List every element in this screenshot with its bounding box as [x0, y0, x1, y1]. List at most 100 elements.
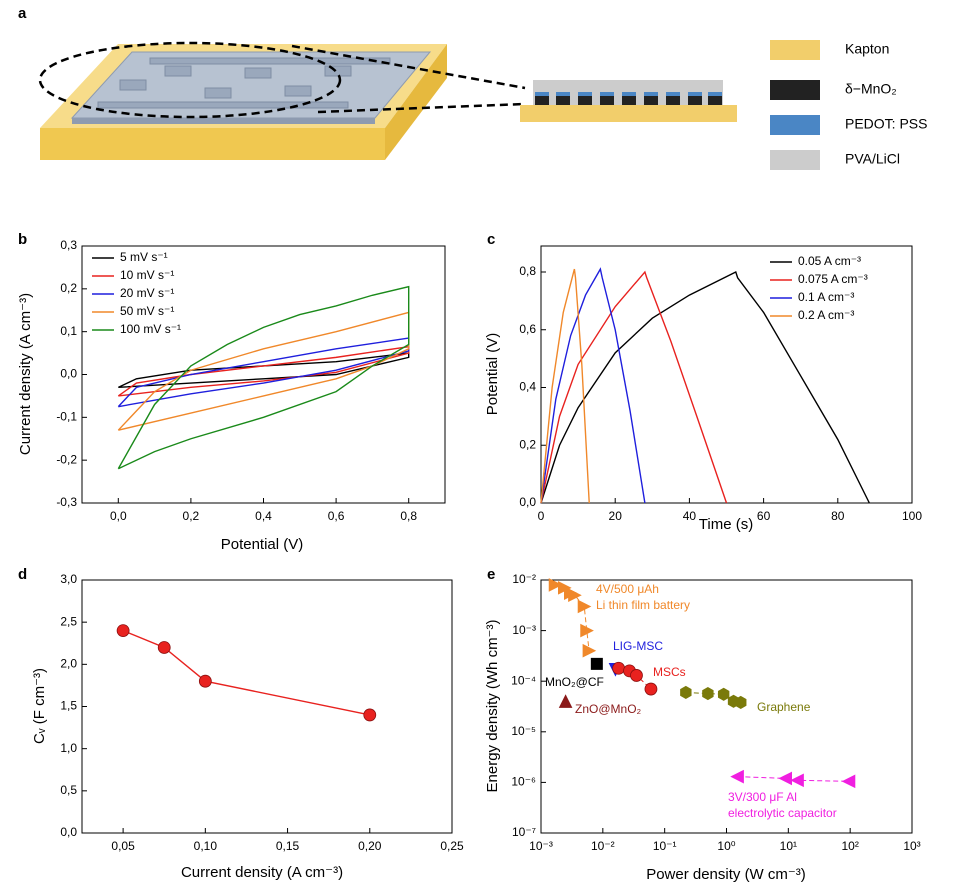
marker	[790, 773, 804, 788]
plot-frame	[540, 579, 913, 834]
series-line	[540, 270, 728, 504]
electrode-edge	[72, 118, 375, 124]
y-axis-title: Energy density (Wh cm⁻³)	[484, 620, 501, 793]
substrate-side	[385, 44, 447, 160]
y-tick-label: 10⁻⁴	[511, 673, 536, 687]
point-label: electrolytic capacitor	[728, 806, 837, 820]
legend-swatch	[770, 40, 820, 60]
cross-kapton	[520, 105, 737, 122]
y-tick-label: 0,6	[519, 322, 536, 336]
marker	[157, 641, 171, 654]
y-tick-label: 10⁻⁵	[511, 724, 536, 738]
panel-label: c	[487, 231, 495, 248]
x-tick-label: 0,05	[111, 839, 135, 853]
y-tick-label: 0,1	[60, 324, 77, 338]
x-tick-label: 0,0	[110, 509, 127, 523]
legend-label: 100 mV s⁻¹	[120, 322, 181, 336]
marker	[644, 682, 658, 696]
series-line	[540, 271, 870, 504]
fingers	[97, 57, 391, 109]
marker	[577, 599, 592, 614]
marker	[735, 695, 747, 710]
y-tick-label: 10⁻²	[512, 572, 536, 586]
point-label: Li thin film battery	[596, 598, 690, 612]
series-line	[540, 268, 590, 504]
x-tick-label: 10⁻²	[591, 839, 615, 853]
y-tick-label: 2,5	[60, 614, 77, 628]
x-tick-label: 100	[902, 509, 922, 523]
series-line	[737, 776, 849, 782]
x-tick-label: 10²	[841, 839, 858, 853]
x-tick-label: 60	[757, 509, 771, 523]
y-tick-label: 10⁻⁶	[511, 775, 536, 789]
legend-label: 10 mV s⁻¹	[120, 268, 174, 282]
legend-label: 0.2 A cm⁻³	[798, 308, 854, 322]
legend-label: 20 mV s⁻¹	[120, 286, 174, 300]
x-tick-label: 0,2	[183, 509, 200, 523]
panel-label: a	[18, 5, 27, 22]
point-label: LIG-MSC	[613, 639, 663, 653]
x-tick-label: 0,25	[440, 839, 464, 853]
y-axis-title: Current density (A cm⁻³)	[17, 293, 34, 455]
marker	[702, 686, 714, 701]
marker	[612, 661, 626, 675]
y-tick-label: -0,2	[56, 452, 77, 466]
marker	[841, 774, 856, 789]
x-tick-label: 0,6	[328, 509, 345, 523]
legend-label: PEDOT: PSS	[845, 116, 927, 132]
legend-label: 5 mV s⁻¹	[120, 250, 168, 264]
legend-label: δ−MnO₂	[845, 81, 897, 97]
x-tick-label: 10³	[903, 839, 920, 853]
x-tick-label: 0,15	[276, 839, 300, 853]
marker	[363, 708, 377, 722]
y-tick-label: 2,0	[60, 657, 77, 671]
marker	[116, 624, 130, 637]
marker	[582, 643, 597, 658]
x-tick-label: 10⁰	[717, 839, 735, 853]
series-line	[117, 285, 410, 470]
y-tick-label: 3,0	[60, 572, 77, 586]
y-tick-label: -0,3	[56, 495, 77, 509]
point-label: 3V/300 μF Al	[728, 790, 797, 804]
series-line	[540, 267, 646, 504]
cross-electrodes	[535, 92, 722, 105]
panel-label: d	[18, 566, 27, 583]
y-tick-label: 10⁻⁷	[512, 825, 536, 839]
schematic: a	[18, 5, 737, 160]
y-tick-label: 1,5	[60, 699, 77, 713]
y-tick-label: 0,0	[60, 825, 77, 839]
y-tick-label: 1,0	[60, 741, 77, 755]
zoom-line	[317, 102, 526, 114]
y-tick-label: 0,0	[519, 495, 536, 509]
marker	[580, 623, 594, 638]
point-label: ZnO@MnO₂	[575, 702, 642, 716]
legend-label: 0.075 A cm⁻³	[798, 272, 868, 286]
plot-frame	[81, 579, 453, 834]
x-axis-title: Current density (A cm⁻³)	[181, 864, 343, 881]
series-line	[122, 629, 370, 716]
marker	[568, 588, 582, 603]
x-tick-label: 40	[683, 509, 697, 523]
y-axis-title: Cᵥ (F cm⁻³)	[31, 668, 48, 744]
marker	[558, 694, 573, 708]
marker	[730, 769, 744, 784]
zoom-line	[291, 44, 526, 90]
x-tick-label: 0,10	[194, 839, 218, 853]
x-axis-title: Power density (W cm⁻³)	[646, 866, 806, 883]
x-tick-label: 0,20	[358, 839, 382, 853]
legend-label: 50 mV s⁻¹	[120, 304, 174, 318]
point-label: MSCs	[653, 665, 686, 679]
y-tick-label: 10⁻³	[512, 623, 536, 637]
marker	[548, 578, 563, 592]
legend-label: 0.05 A cm⁻³	[798, 254, 861, 268]
legend-swatch	[770, 80, 820, 100]
x-tick-label: 0	[538, 509, 545, 523]
marker	[680, 685, 692, 700]
panel-label: e	[487, 566, 495, 583]
x-tick-label: 0,8	[400, 509, 417, 523]
marker	[198, 674, 212, 688]
marker	[717, 687, 730, 701]
y-tick-label: 0,0	[60, 367, 77, 381]
y-tick-label: 0,8	[519, 264, 536, 278]
